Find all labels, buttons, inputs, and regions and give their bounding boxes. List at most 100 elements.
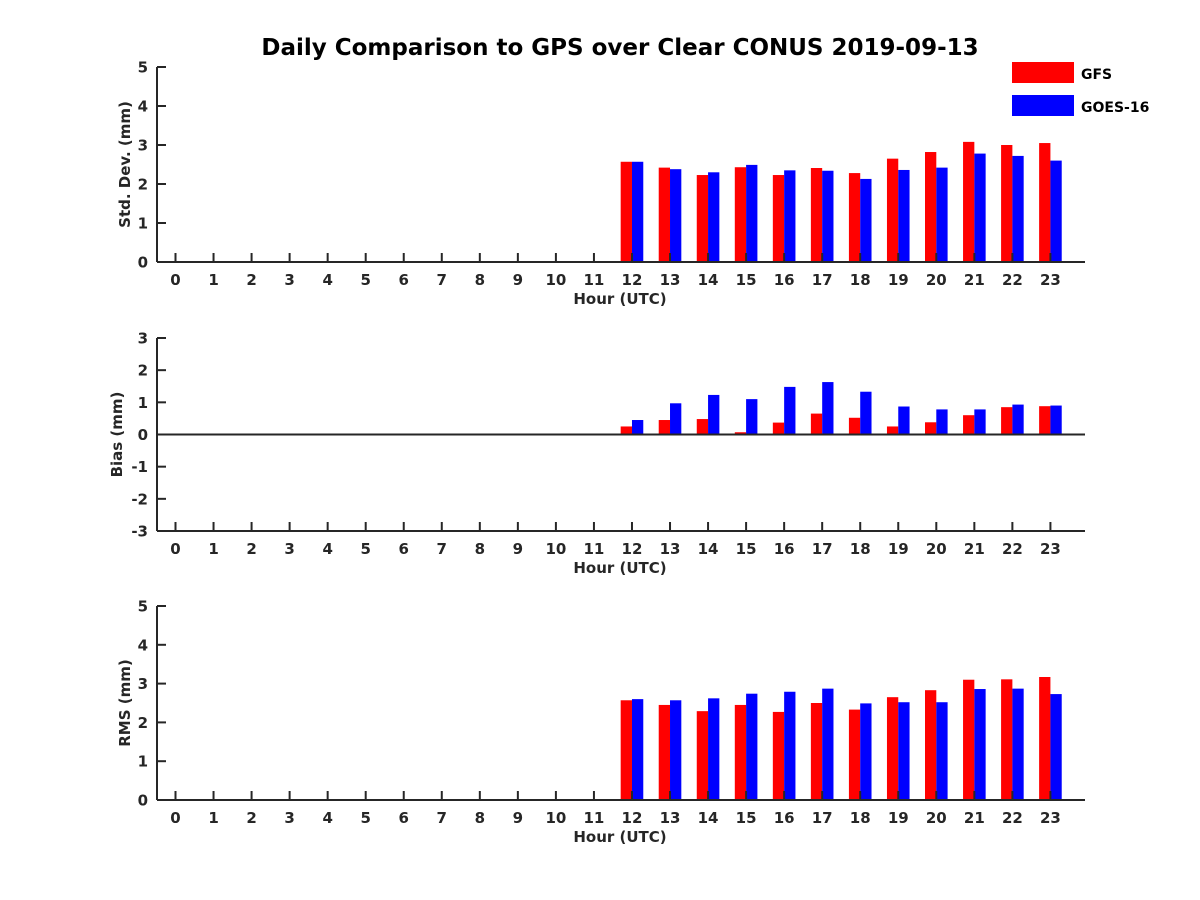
bar-goes-hour-21 <box>974 689 986 800</box>
x-tick-label: 11 <box>584 540 605 558</box>
x-tick-label: 3 <box>284 809 294 827</box>
bar-gfs-hour-17 <box>810 168 823 262</box>
x-tick-label: 21 <box>964 540 985 558</box>
bar-goes-hour-13 <box>670 169 682 262</box>
bar-gfs-hour-18 <box>848 417 861 435</box>
bar-goes-hour-23 <box>1050 405 1062 435</box>
y-tick-label: -3 <box>131 523 148 541</box>
bar-gfs-hour-21 <box>963 415 975 435</box>
x-tick-label: 14 <box>698 271 719 289</box>
bar-gfs-hour-14 <box>696 711 709 800</box>
bar-goes-hour-21 <box>974 153 986 262</box>
x-tick-label: 16 <box>774 809 795 827</box>
bar-gfs-hour-16 <box>772 175 785 262</box>
bar-goes-hour-14 <box>708 172 720 262</box>
bar-gfs-hour-22 <box>1001 679 1013 800</box>
x-tick-label: 15 <box>736 271 757 289</box>
x-tick-label: 13 <box>660 809 681 827</box>
x-tick-label: 7 <box>437 271 447 289</box>
bar-gfs-hour-19 <box>886 697 899 800</box>
y-tick-label: 1 <box>138 215 148 233</box>
bar-gfs-hour-14 <box>696 419 709 435</box>
bar-goes-hour-22 <box>1012 404 1024 435</box>
x-tick-label: 11 <box>584 809 605 827</box>
y-tick-label: -2 <box>131 490 148 508</box>
bar-gfs-hour-15 <box>734 704 747 800</box>
y-tick-label: 0 <box>138 254 148 272</box>
bar-gfs-hour-21 <box>963 141 975 262</box>
x-tick-label: 18 <box>850 809 871 827</box>
x-tick-label: 12 <box>622 271 643 289</box>
x-tick-label: 13 <box>660 540 681 558</box>
y-tick-label: 5 <box>138 598 148 616</box>
x-tick-label: 14 <box>698 809 719 827</box>
bar-gfs-hour-12 <box>620 700 632 800</box>
bar-goes-hour-15 <box>746 164 758 262</box>
bar-goes-hour-16 <box>784 691 796 800</box>
bar-goes-hour-18 <box>860 391 872 435</box>
bar-goes-hour-18 <box>860 703 872 800</box>
x-tick-label: 20 <box>926 540 947 558</box>
bar-goes-hour-23 <box>1050 160 1062 262</box>
bar-goes-hour-20 <box>936 702 948 800</box>
bar-gfs-hour-17 <box>810 703 823 800</box>
bar-goes-hour-22 <box>1012 688 1024 800</box>
bar-gfs-hour-20 <box>925 422 937 435</box>
x-tick-label: 15 <box>736 540 757 558</box>
x-tick-label: 20 <box>926 271 947 289</box>
bar-goes-hour-15 <box>746 693 758 800</box>
bar-goes-hour-12 <box>631 161 644 262</box>
x-tick-label: 22 <box>1002 540 1023 558</box>
x-tick-label: 18 <box>850 271 871 289</box>
bar-gfs-hour-16 <box>772 711 785 800</box>
x-tick-label: 9 <box>513 540 523 558</box>
bar-gfs-hour-13 <box>658 704 671 800</box>
bar-goes-hour-14 <box>708 698 720 800</box>
x-tick-label: 10 <box>545 809 566 827</box>
x-axis-label: Hour (UTC) <box>573 290 666 308</box>
x-tick-label: 0 <box>170 271 180 289</box>
x-tick-label: 5 <box>360 271 370 289</box>
bar-gfs-hour-23 <box>1039 143 1051 262</box>
bar-gfs-hour-17 <box>810 413 823 435</box>
bar-goes-hour-20 <box>936 167 948 262</box>
y-tick-label: 3 <box>138 330 148 348</box>
x-tick-label: 13 <box>660 271 681 289</box>
bar-gfs-hour-20 <box>925 152 937 262</box>
x-tick-label: 19 <box>888 540 909 558</box>
x-tick-label: 2 <box>246 271 256 289</box>
x-tick-label: 6 <box>399 271 409 289</box>
bar-goes-hour-20 <box>936 409 948 435</box>
x-tick-label: 14 <box>698 540 719 558</box>
legend-swatch-goes <box>1012 95 1074 116</box>
x-tick-label: 23 <box>1040 540 1061 558</box>
x-tick-label: 17 <box>812 540 833 558</box>
y-tick-label: 5 <box>138 59 148 77</box>
x-tick-label: 1 <box>208 271 218 289</box>
x-axis-label: Hour (UTC) <box>573 559 666 577</box>
x-tick-label: 17 <box>812 809 833 827</box>
bar-goes-hour-18 <box>860 178 872 262</box>
x-tick-label: 12 <box>622 540 643 558</box>
legend-label-goes: GOES-16 <box>1081 100 1149 116</box>
bar-gfs-hour-18 <box>848 709 861 800</box>
bar-gfs-hour-18 <box>848 173 861 262</box>
bar-goes-hour-17 <box>822 382 834 435</box>
x-tick-label: 19 <box>888 809 909 827</box>
y-tick-label: 0 <box>138 426 148 444</box>
y-tick-label: 0 <box>138 792 148 810</box>
bar-gfs-hour-16 <box>772 422 785 435</box>
bar-gfs-hour-19 <box>886 426 899 435</box>
bar-goes-hour-21 <box>974 409 986 435</box>
figure-title: Daily Comparison to GPS over Clear CONUS… <box>261 35 978 61</box>
x-tick-label: 7 <box>437 809 447 827</box>
x-tick-label: 10 <box>545 540 566 558</box>
y-tick-label: 2 <box>138 714 148 732</box>
x-tick-label: 4 <box>322 271 332 289</box>
bar-gfs-hour-12 <box>620 426 632 435</box>
y-tick-label: 1 <box>138 394 148 412</box>
bar-gfs-hour-23 <box>1039 677 1051 800</box>
